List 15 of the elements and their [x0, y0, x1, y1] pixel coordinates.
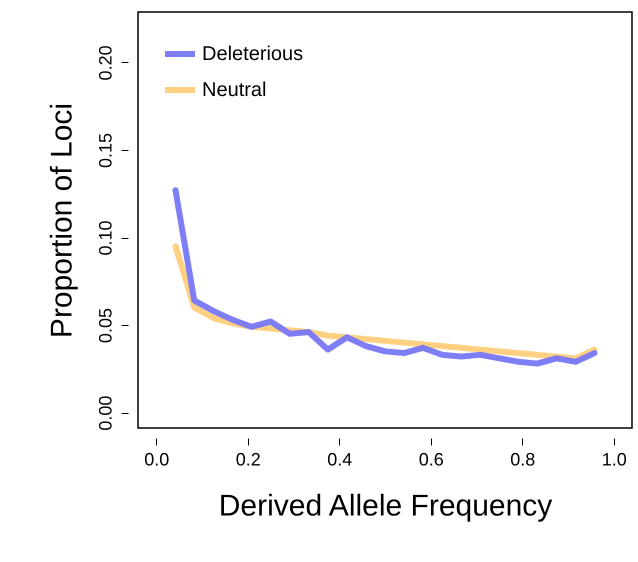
y-tick-label: 0.00: [96, 396, 116, 431]
legend-label: Neutral: [202, 79, 266, 101]
x-tick-label: 0.4: [327, 450, 352, 470]
x-tick-label: 0.8: [510, 450, 536, 470]
x-tick-label: 0.2: [236, 450, 261, 470]
x-tick-label: 0.6: [418, 450, 444, 470]
x-axis-title: Derived Allele Frequency: [218, 490, 552, 522]
legend-label: Deleterious: [202, 43, 304, 65]
y-tick-label: 0.20: [96, 45, 116, 80]
y-tick-label: 0.10: [96, 220, 116, 256]
x-tick-label: 0.0: [144, 450, 170, 470]
y-tick-label: 0.05: [96, 308, 116, 344]
x-tick-label: 1.0: [602, 450, 627, 470]
y-tick-label: 0.15: [96, 132, 116, 168]
y-axis-title: Proportion of Loci: [46, 102, 78, 338]
